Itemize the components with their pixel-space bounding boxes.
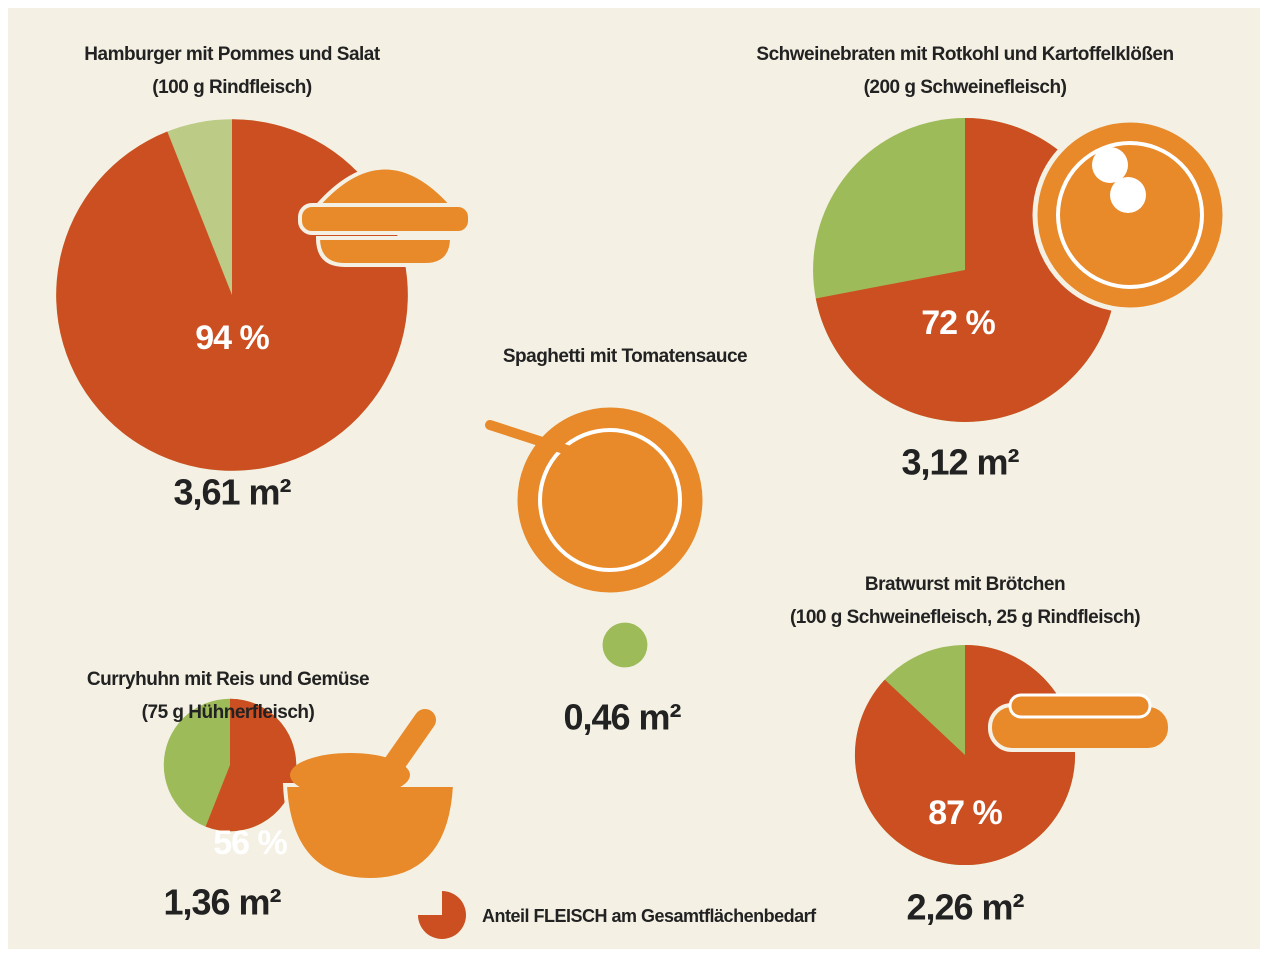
pie-slice-meat	[56, 119, 408, 471]
spaghetti-plate	[512, 402, 708, 598]
pie-title: Spaghetti mit Tomatensauce	[503, 346, 747, 367]
rice	[290, 753, 410, 797]
legend-swatch	[418, 891, 466, 939]
plate-rim	[538, 428, 682, 572]
value-label: 72 %	[921, 304, 995, 342]
plate-rim	[1056, 141, 1204, 289]
value-label: 94 %	[195, 319, 269, 357]
total-label: 1,36 m²	[163, 882, 281, 923]
total-label: 2,26 m²	[906, 887, 1024, 928]
fork	[485, 420, 665, 485]
pie-subtitle: (100 g Schweinefleisch, 25 g Rindfleisch…	[790, 607, 1140, 628]
drumstick	[379, 709, 436, 781]
pie-subtitle: (200 g Schweinefleisch)	[864, 77, 1067, 98]
total-label: 0,46 m²	[563, 697, 681, 738]
legend-label: Anteil FLEISCH am Gesamtflächenbedarf	[482, 906, 817, 926]
bowl-icon	[282, 783, 458, 883]
dumpling	[1110, 177, 1146, 213]
pie-title: Bratwurst mit Brötchen	[865, 574, 1065, 595]
value-label: 87 %	[928, 794, 1002, 832]
dumpling	[1092, 147, 1128, 183]
sausage	[1008, 693, 1152, 719]
plate-icon	[1032, 117, 1228, 313]
pie-slice-meat	[205, 698, 297, 832]
value-label: 56 %	[213, 824, 287, 862]
pie-title: Curryhuhn mit Reis und Gemüse	[87, 669, 369, 690]
pie-title: Hamburger mit Pommes und Salat	[84, 44, 381, 65]
total-label: 3,61 m²	[173, 472, 291, 513]
total-label: 3,12 m²	[901, 442, 1019, 483]
pie-rest	[602, 622, 648, 668]
pie-title: Schweinebraten mit Rotkohl und Kartoffel…	[756, 44, 1173, 65]
pie-subtitle: (75 g Hühnerfleisch)	[142, 702, 315, 723]
pie-subtitle: (100 g Rindfleisch)	[152, 77, 312, 98]
icons	[282, 117, 1228, 883]
burger-icon	[298, 165, 472, 267]
